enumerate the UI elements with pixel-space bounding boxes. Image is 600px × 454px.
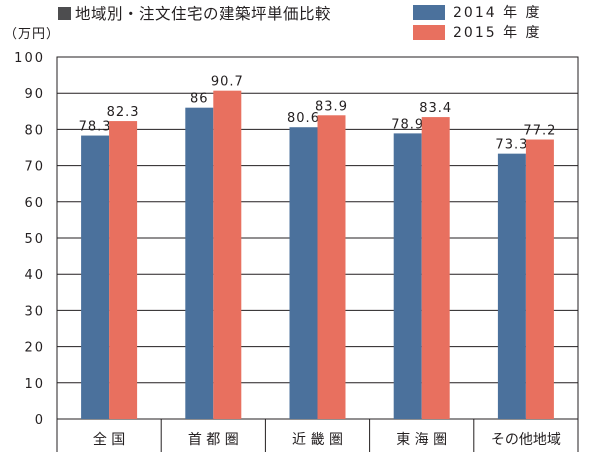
data-label: 73.3: [495, 138, 528, 153]
bar: [185, 107, 214, 420]
x-tick-label: 首 都 圏: [188, 432, 239, 448]
bar: [289, 127, 318, 419]
y-tick-label: 50: [24, 232, 45, 247]
y-tick-label: 30: [24, 304, 45, 319]
bar: [213, 90, 242, 419]
x-tick-label: 東 海 圏: [396, 432, 447, 448]
data-label: 82.3: [107, 105, 140, 120]
legend-label-2014: 2014 年 度: [453, 5, 542, 21]
y-tick-label: 20: [24, 341, 45, 356]
bar: [525, 139, 554, 419]
data-label: 78.3: [79, 120, 112, 135]
x-tick-label: 近 畿 圏: [292, 432, 343, 448]
data-label: 78.9: [391, 117, 424, 132]
data-label: 90.7: [211, 75, 244, 90]
legend-item-2015: 2015 年 度: [413, 22, 542, 42]
chart-title-text: 地域別・注文住宅の建築坪単価比較: [75, 5, 332, 23]
legend: 2014 年 度 2015 年 度: [413, 2, 542, 42]
y-tick-label: 40: [24, 268, 45, 283]
legend-swatch-2014: [413, 4, 445, 20]
y-axis-unit-label: （万円）: [4, 27, 61, 42]
data-label: 83.9: [315, 99, 348, 114]
y-tick-label: 0: [35, 413, 45, 428]
bar: [109, 121, 138, 419]
bar: [81, 135, 110, 419]
x-tick-label: 全 国: [93, 431, 125, 448]
x-tick-label: その他地域: [491, 432, 561, 448]
bar: [317, 115, 346, 420]
bar: [421, 117, 450, 419]
y-tick-label: 100: [14, 51, 45, 66]
y-tick-label: 10: [24, 377, 45, 392]
data-label: 83.4: [419, 101, 452, 116]
y-tick-label: 90: [24, 87, 45, 102]
legend-label-2015: 2015 年 度: [453, 25, 542, 41]
bar: [393, 133, 422, 419]
data-label: 80.6: [287, 111, 320, 126]
legend-swatch-2015: [413, 24, 445, 40]
legend-item-2014: 2014 年 度: [413, 2, 542, 22]
data-label: 86: [190, 92, 209, 107]
chart-title: 地域別・注文住宅の建築坪単価比較: [58, 3, 331, 23]
bar: [497, 153, 526, 420]
title-square-icon: [58, 6, 71, 20]
y-tick-label: 60: [24, 196, 45, 211]
y-tick-label: 70: [24, 160, 45, 175]
data-label: 77.2: [523, 124, 556, 139]
y-tick-label: 80: [24, 123, 45, 138]
